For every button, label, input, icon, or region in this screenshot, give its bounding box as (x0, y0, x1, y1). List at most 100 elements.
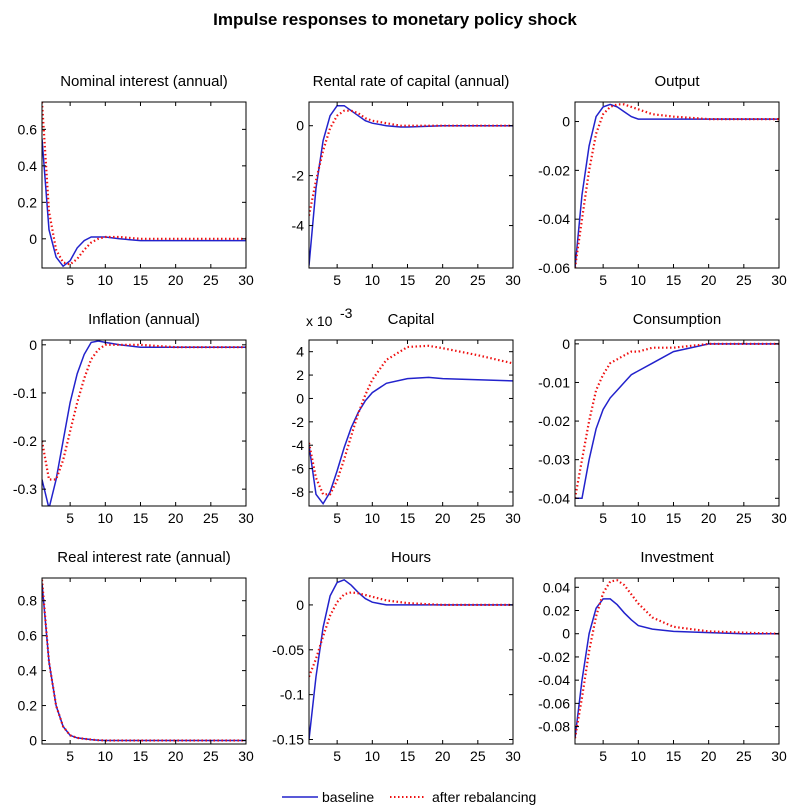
subplot: Nominal interest (annual) 5 10 15 20 25 30 0 0.2… (18, 73, 254, 288)
y-tick-label: 0 (296, 118, 304, 134)
x-tick-label: 5 (333, 748, 341, 764)
y-tick-label: 0.6 (18, 628, 38, 644)
x-tick-label: 25 (470, 510, 486, 526)
x-tick-label: 30 (238, 748, 254, 764)
scale-multiplier-label: x 10 (306, 313, 333, 329)
y-tick-label: -4 (292, 437, 305, 453)
series-line-baseline (575, 103, 779, 268)
y-tick-label: 0 (562, 114, 570, 130)
subplot-title: Hours (391, 549, 431, 566)
series-line-baseline (309, 578, 513, 740)
y-tick-label: 0.6 (18, 121, 38, 137)
series-line-baseline (42, 340, 246, 506)
subplot-title: Rental rate of capital (annual) (313, 73, 510, 90)
series-line-after-rebalancing (309, 591, 513, 678)
x-tick-label: 5 (333, 510, 341, 526)
x-tick-label: 20 (168, 510, 184, 526)
x-tick-label: 5 (599, 272, 607, 288)
x-tick-label: 10 (365, 748, 381, 764)
x-tick-label: 30 (771, 272, 787, 288)
x-tick-label: 15 (133, 510, 149, 526)
y-tick-label: -0.2 (13, 433, 37, 449)
series-line-baseline (575, 598, 779, 739)
y-tick-label: -0.02 (538, 649, 570, 665)
x-tick-label: 30 (505, 748, 521, 764)
y-tick-label: 4 (296, 344, 304, 360)
x-tick-label: 25 (736, 272, 752, 288)
y-tick-label: 2 (296, 367, 304, 383)
subplot: Output 5 10 15 20 25 30 -0.06 -0.04 -0.02 0 (538, 73, 787, 288)
x-tick-label: 5 (599, 748, 607, 764)
y-tick-label: 0.4 (18, 663, 38, 679)
x-tick-label: 25 (203, 748, 219, 764)
axes-box (308, 577, 514, 745)
series-line-baseline (42, 138, 246, 268)
y-tick-label: 0 (296, 390, 304, 406)
y-tick-label: -0.04 (538, 672, 570, 688)
y-tick-label: 0 (562, 336, 570, 352)
x-tick-label: 30 (238, 510, 254, 526)
y-tick-label: 0 (562, 626, 570, 642)
legend-box (270, 785, 570, 809)
subplot: Hours 5 10 15 20 25 30 -0.15 -0.1 -0.05 0 (272, 549, 521, 764)
y-tick-label: -0.05 (272, 642, 304, 658)
x-tick-label: 10 (365, 510, 381, 526)
subplot-grid: Nominal interest (annual)5 10 15 20 25 3000.2… (13, 73, 787, 764)
x-tick-label: 5 (66, 748, 74, 764)
subplot-title: Inflation (annual) (88, 311, 200, 328)
axes-box (41, 339, 247, 507)
axes-box (574, 101, 780, 269)
x-tick-label: 25 (203, 510, 219, 526)
legend-label-after-rebalancing: after rebalancing (432, 789, 536, 805)
x-tick-label: 25 (470, 748, 486, 764)
x-tick-label: 20 (701, 272, 717, 288)
y-tick-label: 0.4 (18, 158, 38, 174)
y-tick-label: -0.04 (538, 211, 570, 227)
y-tick-label: -0.08 (538, 719, 570, 735)
x-tick-label: 5 (599, 510, 607, 526)
y-tick-label: 0.02 (543, 603, 570, 619)
x-tick-label: 20 (168, 272, 184, 288)
x-tick-label: 20 (435, 272, 451, 288)
x-tick-label: 15 (400, 272, 416, 288)
y-tick-label: -0.01 (538, 374, 570, 390)
series-line-baseline (42, 583, 246, 742)
x-tick-label: 15 (133, 748, 149, 764)
y-tick-label: 0.2 (18, 194, 38, 210)
subplot: Rental rate of capital (annual) 5 10 15 20 25… (292, 73, 521, 288)
x-tick-label: 5 (66, 272, 74, 288)
axes-box (41, 577, 247, 745)
x-tick-label: 15 (666, 510, 682, 526)
subplot: Capital x 10 -3 5 10 15 20 25 30 -8 -6 -4 -2 0 2 4 (292, 305, 521, 526)
series-line-after-rebalancing (42, 343, 246, 481)
series-line-after-rebalancing (575, 342, 779, 499)
x-tick-label: 30 (771, 510, 787, 526)
y-tick-label: -0.06 (538, 695, 570, 711)
x-tick-label: 5 (333, 272, 341, 288)
axes-box (41, 101, 247, 269)
y-tick-label: -0.1 (280, 687, 304, 703)
y-tick-label: -0.3 (13, 481, 37, 497)
y-tick-label: 0.2 (18, 698, 38, 714)
x-tick-label: 25 (736, 510, 752, 526)
x-tick-label: 10 (98, 510, 114, 526)
x-tick-label: 30 (771, 748, 787, 764)
y-tick-label: -4 (292, 218, 305, 234)
y-tick-label: -0.06 (538, 260, 570, 276)
subplot-title: Investment (640, 549, 714, 566)
legend-label-baseline: baseline (322, 789, 374, 805)
y-tick-label: 0 (296, 597, 304, 613)
subplot-title: Output (654, 73, 700, 90)
x-tick-label: 15 (400, 748, 416, 764)
series-line-after-rebalancing (575, 579, 779, 739)
x-tick-label: 15 (133, 272, 149, 288)
series-line-after-rebalancing (42, 102, 246, 266)
x-tick-label: 10 (631, 272, 647, 288)
subplot-title: Consumption (633, 311, 721, 328)
x-tick-label: 25 (470, 272, 486, 288)
series-line-after-rebalancing (575, 103, 779, 268)
y-tick-label: 0 (29, 231, 37, 247)
y-tick-label: -0.04 (538, 490, 570, 506)
x-tick-label: 25 (203, 272, 219, 288)
x-tick-label: 15 (666, 748, 682, 764)
